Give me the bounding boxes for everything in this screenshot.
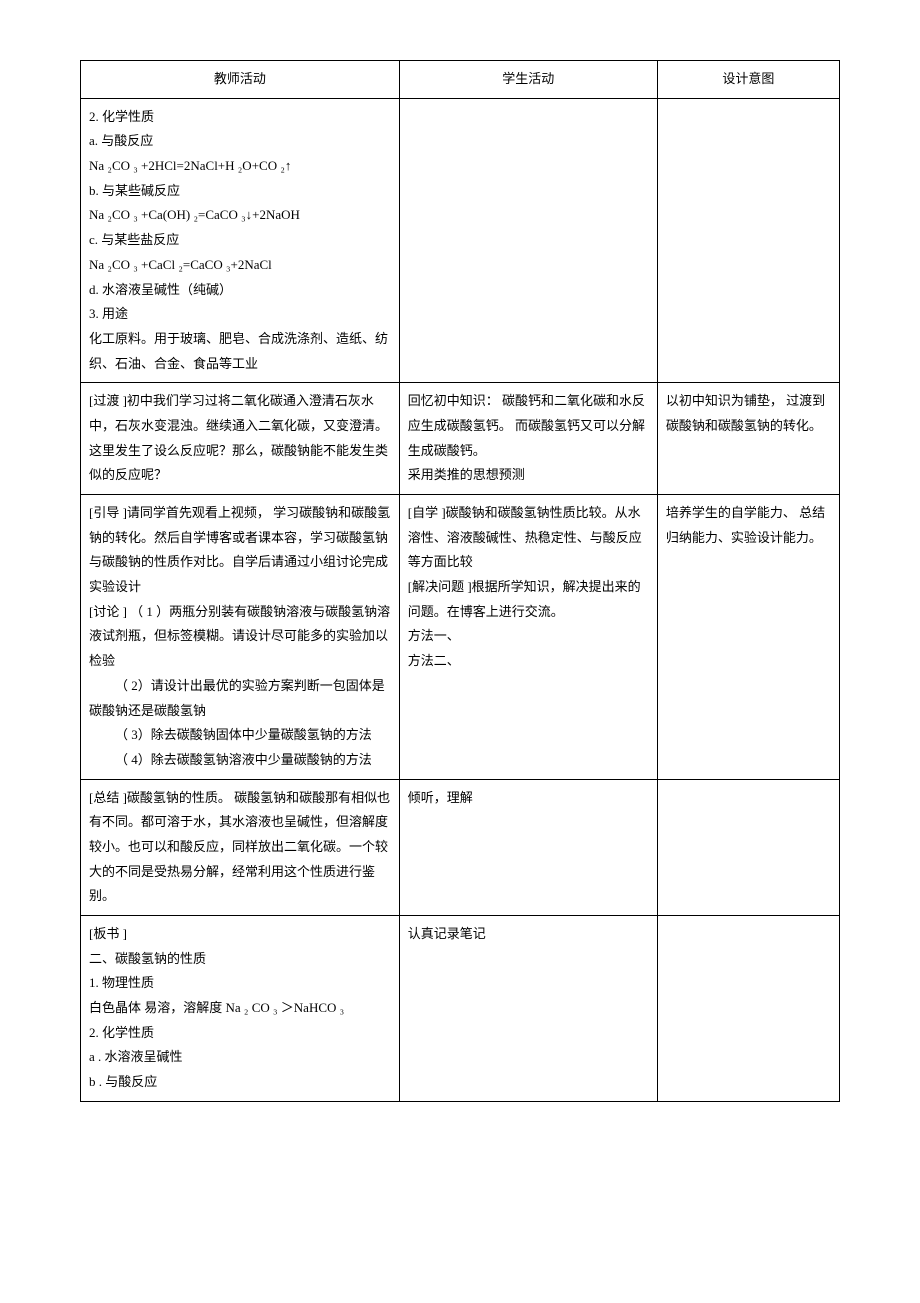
intent-cell-2: 以初中知识为铺垫， 过渡到碳酸钠和碳酸氢钠的转化。 — [657, 383, 839, 495]
text-line: [解决问题 ]根据所学知识，解决提出来的问题。在博客上进行交流。 — [408, 575, 649, 624]
text-line: b . 与酸反应 — [89, 1070, 391, 1095]
header-teacher: 教师活动 — [81, 61, 400, 99]
text-line: d. 水溶液呈碱性（纯碱） — [89, 278, 391, 303]
text-line: 以初中知识为铺垫， 过渡到碳酸钠和碳酸氢钠的转化。 — [666, 389, 831, 438]
text-line: Na ₂CO ₃ +Ca(OH) ₂=CaCO ₃↓+2NaOH — [89, 203, 391, 228]
text-line: c. 与某些盐反应 — [89, 228, 391, 253]
teacher-cell-4: [总结 ]碳酸氢钠的性质。 碳酸氢钠和碳酸那有相似也有不同。都可溶于水，其水溶液… — [81, 779, 400, 915]
text-line: a. 与酸反应 — [89, 129, 391, 154]
text-line: （ 4）除去碳酸氢钠溶液中少量碳酸钠的方法 — [89, 748, 391, 773]
table-row: 2. 化学性质 a. 与酸反应 Na ₂CO ₃ +2HCl=2NaCl+H ₂… — [81, 98, 840, 383]
text-line: a . 水溶液呈碱性 — [89, 1045, 391, 1070]
intent-cell-1 — [657, 98, 839, 383]
text-line: b. 与某些碱反应 — [89, 179, 391, 204]
teacher-cell-2: [过渡 ]初中我们学习过将二氧化碳通入澄清石灰水中，石灰水变混浊。继续通入二氧化… — [81, 383, 400, 495]
student-cell-5: 认真记录笔记 — [399, 916, 657, 1102]
student-cell-1 — [399, 98, 657, 383]
student-cell-3: [自学 ]碳酸钠和碳酸氢钠性质比较。从水溶性、溶液酸碱性、热稳定性、与酸反应等方… — [399, 495, 657, 780]
header-intent: 设计意图 — [657, 61, 839, 99]
text-line: 3. 用途 — [89, 302, 391, 327]
lesson-plan-table: 教师活动 学生活动 设计意图 2. 化学性质 a. 与酸反应 Na ₂CO ₃ … — [80, 60, 840, 1102]
text-line: 回忆初中知识： 碳酸钙和二氧化碳和水反应生成碳酸氢钙。 而碳酸氢钙又可以分解生成… — [408, 389, 649, 463]
text-line: （ 3）除去碳酸钠固体中少量碳酸氢钠的方法 — [89, 723, 391, 748]
text-line: 二、碳酸氢钠的性质 — [89, 947, 391, 972]
text-line: （ 2）请设计出最优的实验方案判断一包固体是碳酸钠还是碳酸氢钠 — [89, 674, 391, 723]
teacher-cell-5: [板书 ] 二、碳酸氢钠的性质 1. 物理性质 白色晶体 易溶，溶解度 Na ₂… — [81, 916, 400, 1102]
intent-cell-3: 培养学生的自学能力、 总结归纳能力、实验设计能力。 — [657, 495, 839, 780]
text-line: 2. 化学性质 — [89, 105, 391, 130]
table-row: [板书 ] 二、碳酸氢钠的性质 1. 物理性质 白色晶体 易溶，溶解度 Na ₂… — [81, 916, 840, 1102]
student-cell-2: 回忆初中知识： 碳酸钙和二氧化碳和水反应生成碳酸氢钙。 而碳酸氢钙又可以分解生成… — [399, 383, 657, 495]
text-line: [自学 ]碳酸钠和碳酸氢钠性质比较。从水溶性、溶液酸碱性、热稳定性、与酸反应等方… — [408, 501, 649, 575]
text-line: 白色晶体 易溶，溶解度 Na ₂ CO ₃ ＞NaHCO ₃ — [89, 996, 391, 1021]
text-line: 1. 物理性质 — [89, 971, 391, 996]
text-line: [引导 ]请同学首先观看上视频， 学习碳酸钠和碳酸氢钠的转化。然后自学博客或者课… — [89, 501, 391, 600]
text-line: 倾听，理解 — [408, 786, 649, 811]
text-line: [总结 ]碳酸氢钠的性质。 碳酸氢钠和碳酸那有相似也有不同。都可溶于水，其水溶液… — [89, 786, 391, 909]
student-cell-4: 倾听，理解 — [399, 779, 657, 915]
text-line: 方法一、 — [408, 624, 649, 649]
text-line: Na ₂CO ₃ +2HCl=2NaCl+H ₂O+CO ₂↑ — [89, 154, 391, 179]
text-line: [讨论 ] （ 1 ）两瓶分别装有碳酸钠溶液与碳酸氢钠溶液试剂瓶，但标签模糊。请… — [89, 600, 391, 674]
text-line: 采用类推的思想预测 — [408, 463, 649, 488]
text-line: 认真记录笔记 — [408, 922, 649, 947]
text-line: 化工原料。用于玻璃、肥皂、合成洗涤剂、造纸、纺织、石油、合金、食品等工业 — [89, 327, 391, 376]
header-row: 教师活动 学生活动 设计意图 — [81, 61, 840, 99]
header-student: 学生活动 — [399, 61, 657, 99]
text-line: 方法二、 — [408, 649, 649, 674]
text-line: Na ₂CO ₃ +CaCl ₂=CaCO ₃+2NaCl — [89, 253, 391, 278]
text-line: [过渡 ]初中我们学习过将二氧化碳通入澄清石灰水中，石灰水变混浊。继续通入二氧化… — [89, 389, 391, 488]
table-row: [总结 ]碳酸氢钠的性质。 碳酸氢钠和碳酸那有相似也有不同。都可溶于水，其水溶液… — [81, 779, 840, 915]
table-row: [过渡 ]初中我们学习过将二氧化碳通入澄清石灰水中，石灰水变混浊。继续通入二氧化… — [81, 383, 840, 495]
text-line: [板书 ] — [89, 922, 391, 947]
teacher-cell-3: [引导 ]请同学首先观看上视频， 学习碳酸钠和碳酸氢钠的转化。然后自学博客或者课… — [81, 495, 400, 780]
table-row: [引导 ]请同学首先观看上视频， 学习碳酸钠和碳酸氢钠的转化。然后自学博客或者课… — [81, 495, 840, 780]
text-line: 培养学生的自学能力、 总结归纳能力、实验设计能力。 — [666, 501, 831, 550]
teacher-cell-1: 2. 化学性质 a. 与酸反应 Na ₂CO ₃ +2HCl=2NaCl+H ₂… — [81, 98, 400, 383]
intent-cell-4 — [657, 779, 839, 915]
text-line: 2. 化学性质 — [89, 1021, 391, 1046]
intent-cell-5 — [657, 916, 839, 1102]
